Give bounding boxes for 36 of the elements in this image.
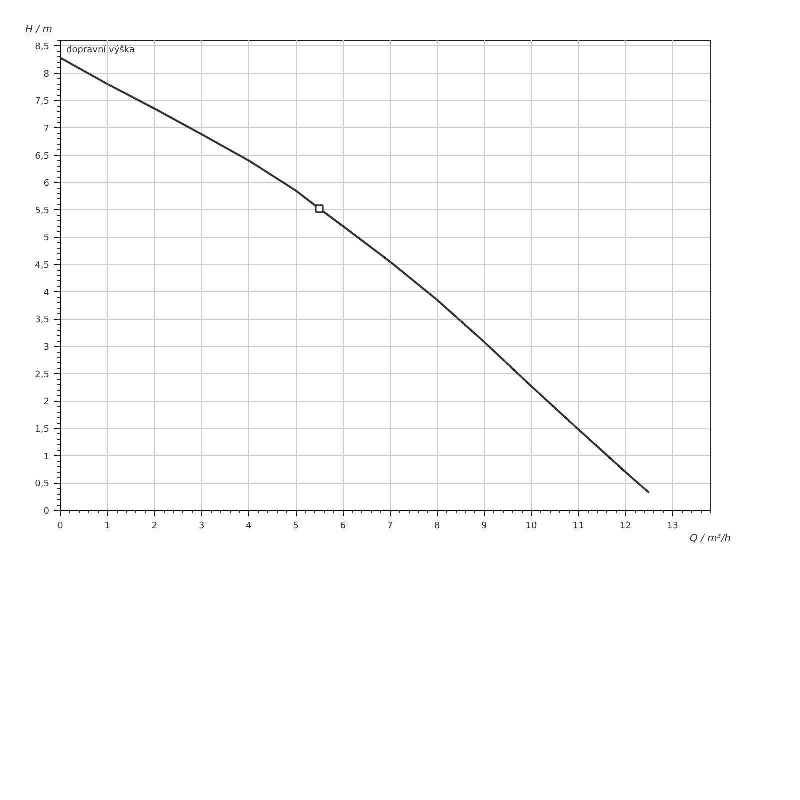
y-tick-label: 5,5 <box>35 206 50 216</box>
line-series <box>60 56 650 494</box>
x-tick-label: 9 <box>482 522 488 532</box>
x-tick-label: 7 <box>387 522 394 532</box>
y-tick-label: 1 <box>44 452 50 462</box>
x-tick-label: 13 <box>667 522 679 532</box>
x-tick-label: 5 <box>293 522 299 532</box>
y-tick-label: 2,5 <box>35 370 50 380</box>
y-axis-title: H / m <box>26 24 53 36</box>
x-tick-label: 4 <box>246 522 252 532</box>
y-tick-label: 7,5 <box>35 97 50 108</box>
annotation: dopravní výška <box>66 44 135 56</box>
x-tick-label: 3 <box>198 522 205 532</box>
y-tick-label: 0 <box>44 507 50 517</box>
x-tick-label: 10 <box>526 522 538 532</box>
x-tick-label: 8 <box>434 522 440 532</box>
y-tick-label: 3,5 <box>35 316 50 326</box>
x-tick-label: 0 <box>58 522 64 532</box>
y-tick-label: 3 <box>44 343 50 354</box>
y-tick-label: 0,5 <box>35 480 50 490</box>
x-tick-label: 2 <box>152 522 158 532</box>
y-tick-label: 4,5 <box>35 261 50 272</box>
y-tick-label: 8 <box>44 70 50 80</box>
y-tick-label: 4 <box>44 288 50 298</box>
x-tick-label: 12 <box>620 522 632 532</box>
y-tick-label: 6 <box>44 179 50 190</box>
x-axis-title: Q / m³/h <box>690 534 732 544</box>
y-tick-label: 8,5 <box>35 42 50 52</box>
y-tick-label: 5 <box>44 234 50 244</box>
x-tick-label: 1 <box>104 522 110 532</box>
x-tick-label: 11 <box>572 522 584 532</box>
x-tick-label: 6 <box>340 522 346 532</box>
y-tick-label: 2 <box>44 398 50 408</box>
y-tick-label: 7 <box>44 124 50 134</box>
y-tick-label: 6,5 <box>35 152 50 162</box>
y-tick-label: 1,5 <box>35 425 50 436</box>
